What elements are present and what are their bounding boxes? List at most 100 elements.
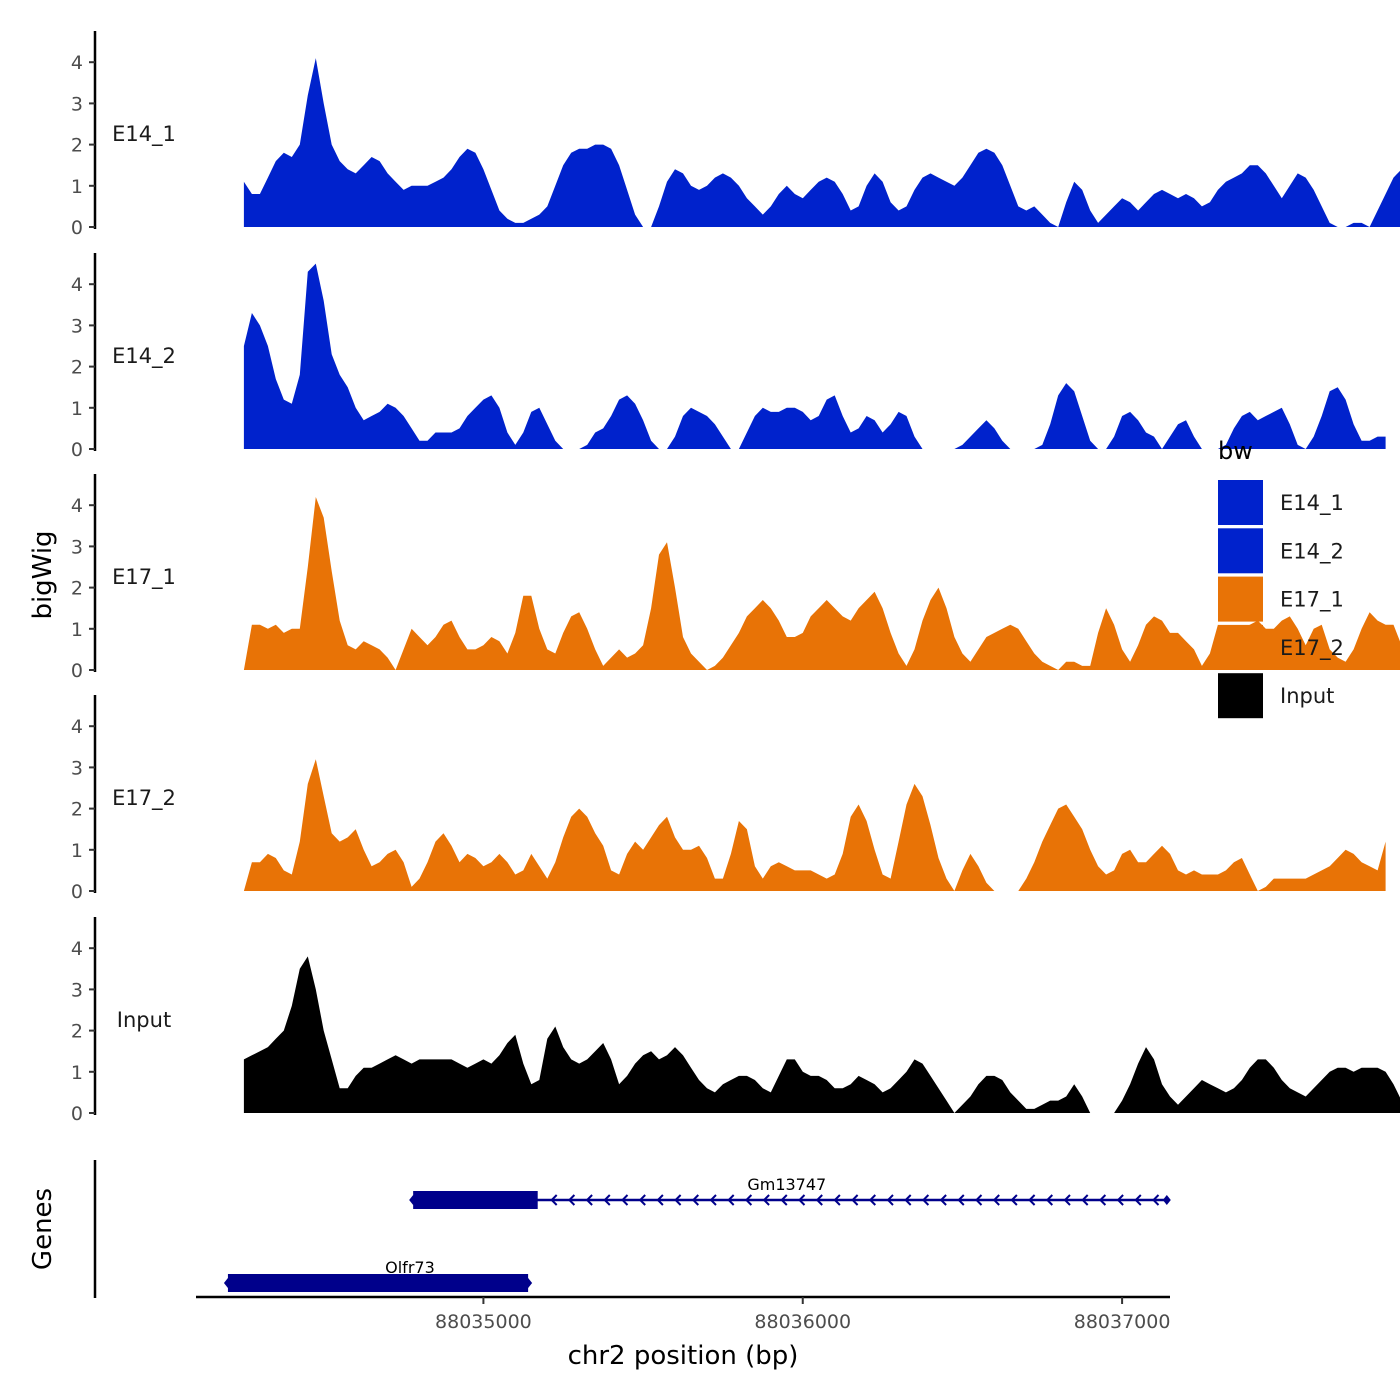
legend-item: E14_1: [1218, 480, 1344, 525]
strand-chevron: [815, 1194, 823, 1206]
y-tick-label: 2: [71, 799, 83, 821]
strand-chevron: [585, 1194, 593, 1206]
strand-chevron: [851, 1194, 859, 1206]
y-axis-title: bigWig: [28, 530, 58, 619]
strand-chevron: [992, 1194, 1000, 1206]
y-tick-label: 4: [71, 52, 83, 74]
gene-end-cap: [223, 1278, 232, 1288]
y-tick-label: 0: [71, 881, 83, 903]
gene-exon: [227, 1274, 529, 1292]
gene-track: Genes Gm13747 Olfr73: [28, 1160, 1171, 1298]
strand-chevron: [709, 1194, 717, 1206]
y-tick-label: 1: [71, 1062, 83, 1084]
strand-chevron: [780, 1194, 788, 1206]
y-tick-label: 0: [71, 439, 83, 461]
genes-axis-title: Genes: [28, 1188, 58, 1270]
legend-swatch: [1218, 576, 1263, 622]
area-e14-1: [243, 58, 1400, 227]
y-tick-label: 3: [71, 757, 83, 779]
strand-chevron: [762, 1194, 770, 1206]
legend-label: E17_1: [1280, 588, 1344, 613]
gene-label: Olfr73: [385, 1258, 435, 1277]
strand-chevron: [603, 1194, 611, 1206]
legend-item: Input: [1218, 673, 1334, 719]
legend-title: bw: [1218, 437, 1253, 465]
strand-chevron: [550, 1194, 558, 1206]
strand-chevron: [868, 1194, 877, 1206]
track-label: E17_1: [112, 565, 176, 590]
gene-label: Gm13747: [747, 1175, 826, 1194]
y-tick-label: 2: [71, 578, 83, 600]
strand-chevron: [1098, 1194, 1107, 1206]
track-label: E17_2: [112, 786, 176, 811]
strand-chevron: [674, 1194, 682, 1206]
strand-chevron: [1010, 1194, 1018, 1206]
x-tick-label: 88037000: [1074, 1311, 1171, 1333]
gene-exon: [413, 1191, 538, 1209]
gene-end-cap: [524, 1278, 533, 1288]
y-tick-label: 1: [71, 398, 83, 420]
legend-item: E17_1: [1218, 576, 1344, 622]
strand-chevron: [621, 1194, 629, 1206]
strand-chevron: [1134, 1194, 1142, 1206]
strand-chevron: [921, 1194, 930, 1206]
strand-chevron: [798, 1194, 806, 1206]
strand-chevron: [727, 1194, 735, 1206]
strand-chevron: [1045, 1194, 1054, 1206]
y-tick-label: 3: [71, 979, 83, 1001]
y-tick-label: 0: [71, 1103, 83, 1125]
track-e14-1: 0 1 2 3 4 E14_1: [71, 31, 1400, 239]
y-tick-label: 4: [71, 495, 83, 517]
x-tick-label: 88036000: [754, 1311, 851, 1333]
strand-chevron: [975, 1194, 983, 1206]
legend-swatch: [1218, 480, 1263, 525]
strand-chevron: [1081, 1194, 1089, 1206]
gene-gm13747: Gm13747: [409, 1175, 1171, 1209]
legend-label: E14_2: [1280, 539, 1344, 564]
legend-swatch: [1218, 624, 1263, 670]
track-e17-1: 0 1 2 3 4 E17_1: [71, 474, 1400, 682]
x-axis-title: chr2 position (bp): [568, 1341, 799, 1371]
track-e14-2: 0 1 2 3 4 E14_2: [71, 253, 1386, 461]
strand-chevron: [957, 1194, 965, 1206]
legend-item: E14_2: [1218, 528, 1344, 574]
strand-chevron: [567, 1194, 576, 1206]
y-tick-label: 4: [71, 274, 83, 296]
strand-chevron: [691, 1194, 700, 1206]
track-label: Input: [117, 1008, 171, 1032]
strand-chevron: [939, 1194, 947, 1206]
strand-chevron: [833, 1194, 841, 1206]
area-e14-2: [243, 263, 1386, 449]
strand-chevron: [744, 1194, 753, 1206]
y-tick-label: 3: [71, 536, 83, 558]
legend-label: Input: [1280, 684, 1334, 708]
legend-label: E14_1: [1280, 491, 1344, 516]
strand-chevron: [656, 1194, 664, 1206]
x-axis: 88035000 88036000 88037000: [196, 1295, 1171, 1333]
area-e17-2: [243, 759, 1386, 891]
y-tick-label: 2: [71, 135, 83, 157]
y-tick-label: 3: [71, 93, 83, 115]
y-tick-label: 0: [71, 660, 83, 682]
area-e17-1: [243, 497, 1400, 670]
y-tick-label: 2: [71, 1021, 83, 1043]
gene-end-cap: [1162, 1195, 1171, 1205]
y-tick-label: 2: [71, 357, 83, 379]
legend-label: E17_2: [1280, 636, 1344, 661]
y-tick-label: 4: [71, 938, 83, 960]
signal-tracks: 0 1 2 3 4 E14_1 0 1 2 3 4 E14_2 0 1 2 3 4 E17_1 0 1 2 3 4 E17_2…: [71, 31, 1400, 1125]
gene-end-cap: [409, 1195, 418, 1205]
strand-chevron: [1063, 1194, 1071, 1206]
y-tick-label: 1: [71, 619, 83, 641]
y-tick-label: 4: [71, 716, 83, 738]
legend: bw E14_1 E14_2 E17_1 E17_2 Input: [1218, 437, 1344, 719]
legend-swatch: [1218, 528, 1263, 574]
strand-chevron: [1028, 1194, 1036, 1206]
x-tick-label: 88035000: [435, 1311, 532, 1333]
y-tick-label: 0: [71, 217, 83, 239]
track-label: E14_2: [112, 344, 176, 369]
strand-chevron: [1116, 1194, 1124, 1206]
y-tick-label: 1: [71, 176, 83, 198]
strand-chevron: [638, 1194, 646, 1206]
